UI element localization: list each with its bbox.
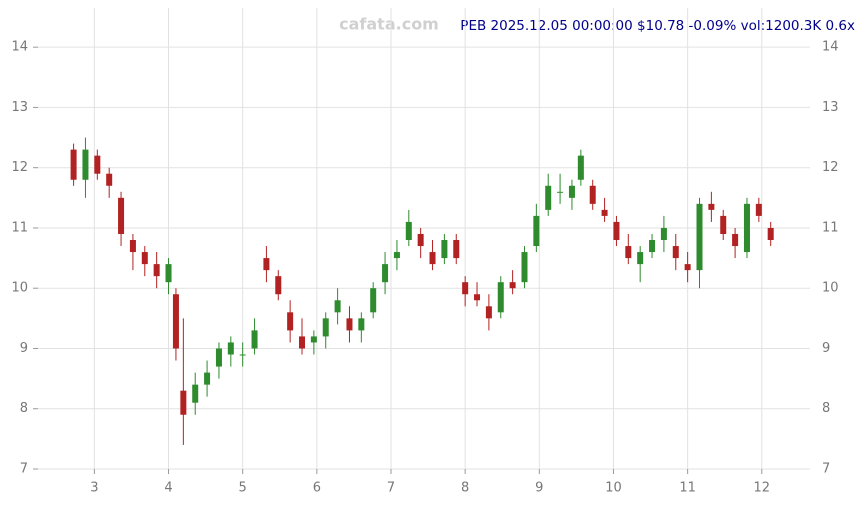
x-tick-label: 9 [535,481,543,496]
candle-body [545,185,552,210]
watermark: cafata.com [339,15,439,34]
candle-body [577,155,584,180]
y-tick-label: 14 [11,40,28,55]
candle-body [521,252,528,283]
candle-body [649,240,656,253]
y-tick-label: 7 [20,462,28,477]
candle-body [429,252,436,265]
x-tick-label: 10 [605,481,622,496]
candle-body [382,264,389,283]
candle-body [533,215,540,247]
candle-body [172,294,179,349]
candle-body [153,264,160,277]
candle-body [322,318,329,337]
chart-title: PEB 2025.12.05 00:00:00 $10.78 -0.09% vo… [460,18,855,34]
y-tick-label-right: 12 [822,160,839,175]
candle-body [625,246,632,259]
candle-body [106,173,113,186]
candle-body [275,276,282,295]
candle-body [310,336,317,343]
candle-body [684,264,691,271]
candle-body [204,372,211,385]
candle-body [557,191,564,193]
candle-body [299,336,306,349]
x-tick-label: 6 [313,481,321,496]
y-tick-label-right: 7 [822,462,830,477]
x-tick-label: 3 [90,481,98,496]
candle-body [509,282,516,289]
candle-body [82,149,89,180]
y-tick-label: 11 [11,220,28,235]
y-tick-label: 9 [20,341,28,356]
y-tick-label-right: 13 [822,100,839,115]
candle-body [227,342,234,355]
candle-body [613,221,620,241]
candle-body [393,252,400,259]
x-tick-label: 8 [461,481,469,496]
candle-body [474,294,481,301]
candle-body [441,240,448,259]
candle-body [70,149,77,180]
candle-body [405,221,412,241]
candle-body [589,185,596,204]
candle-body [732,233,739,247]
candle-body [755,203,762,216]
y-tick-label-right: 9 [822,341,830,356]
candle-body [601,209,608,216]
candle-body [180,390,187,415]
candle-body [358,318,365,331]
y-tick-label-right: 10 [822,281,839,296]
candle-body [263,258,270,271]
y-tick-label-right: 11 [822,220,839,235]
candle-body [141,252,148,265]
candle-body [497,282,504,313]
candle-body [708,203,715,210]
candle-body [251,330,258,349]
y-tick-label: 8 [20,401,28,416]
candle-body [192,384,199,403]
candle-body [370,288,377,313]
candle-body [637,252,644,265]
candle-body [287,312,294,331]
candle-body [453,240,460,259]
candle-body [165,264,172,283]
x-tick-label: 11 [679,481,696,496]
candle-body [94,155,101,174]
candle-body [334,300,341,313]
x-tick-label: 4 [164,481,172,496]
x-tick-label: 5 [239,481,247,496]
y-tick-label: 13 [11,100,28,115]
candle-body [417,233,424,247]
candle-body [696,203,703,271]
candle-body [346,318,353,331]
candle-body [485,306,492,319]
candle-body [672,246,679,259]
candle-body [239,354,246,356]
x-tick-label: 7 [387,481,395,496]
candle-body [118,197,125,234]
candle-body [462,282,469,295]
y-tick-label-right: 14 [822,40,839,55]
candle-body [215,348,222,367]
candle-body [660,227,667,241]
candle-body [720,215,727,234]
x-tick-label: 12 [754,481,771,496]
candle-body [568,185,575,198]
candle-body [767,227,774,241]
candle-body [743,203,750,253]
y-tick-label: 10 [11,281,28,296]
y-tick-label: 12 [11,160,28,175]
candle-body [129,240,136,253]
y-tick-label-right: 8 [822,401,830,416]
